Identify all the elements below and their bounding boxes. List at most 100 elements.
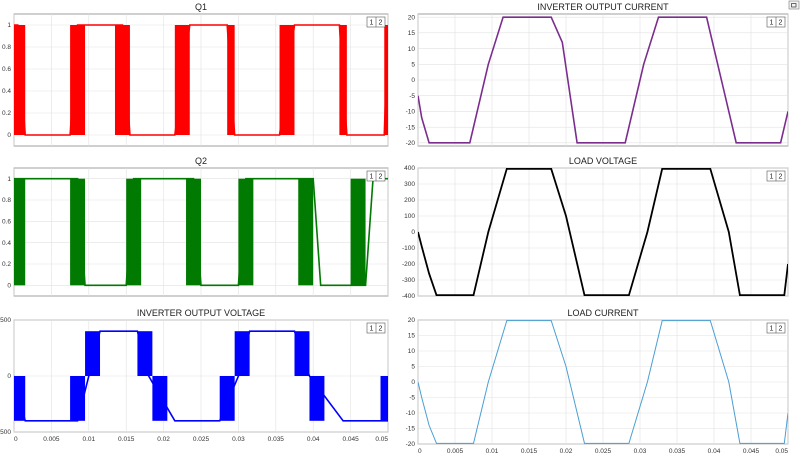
channel-1-label: 1 bbox=[370, 174, 374, 181]
channel-2-label: 2 bbox=[379, 20, 383, 27]
channel-2-label: 2 bbox=[379, 326, 383, 333]
x-tick-label: 0.005 bbox=[447, 448, 464, 455]
y-tick-label: 5 bbox=[411, 364, 415, 371]
iinv-panel: -20 -15 -10 -5 0 5 10 15 20 INVERTER OUTPUT CURRE… bbox=[406, 2, 789, 147]
y-tick-label: 1 bbox=[7, 22, 11, 29]
y-tick-label: 100 bbox=[404, 213, 415, 220]
y-tick-label: 0.8 bbox=[2, 197, 11, 204]
x-tick-label: 0 bbox=[14, 436, 18, 443]
x-tick-label: 0.01 bbox=[486, 448, 499, 455]
iload-trace bbox=[418, 320, 788, 444]
channel-2-label: 2 bbox=[379, 174, 383, 181]
iinv-trace bbox=[418, 16, 788, 144]
y-tick-label: -10 bbox=[406, 410, 416, 417]
x-tick-label: 0.025 bbox=[193, 436, 210, 443]
pwm-band bbox=[186, 178, 201, 286]
y-tick-label: 0.2 bbox=[2, 261, 11, 268]
pwm-band bbox=[380, 376, 388, 421]
y-tick-label: 400 bbox=[404, 165, 415, 172]
x-tick-label: 0.03 bbox=[232, 436, 245, 443]
pwm-band bbox=[234, 331, 250, 376]
channel-1-label: 1 bbox=[370, 20, 374, 27]
pwm-band bbox=[14, 25, 26, 135]
pwm-band bbox=[350, 178, 366, 286]
vinv-title: INVERTER OUTPUT VOLTAGE bbox=[137, 308, 265, 318]
y-tick-label: -5 bbox=[409, 93, 415, 100]
x-tick-label: 0.035 bbox=[268, 436, 285, 443]
vinv-panel: -500050000.0050.010.0150.020.0250.030.03… bbox=[0, 308, 389, 443]
y-tick-label: -15 bbox=[406, 124, 416, 131]
y-tick-label: 1 bbox=[7, 176, 11, 183]
y-tick-label: 300 bbox=[404, 181, 415, 188]
y-tick-label: -10 bbox=[406, 109, 416, 116]
y-tick-label: 200 bbox=[404, 197, 415, 204]
x-tick-label: 0.01 bbox=[82, 436, 95, 443]
y-tick-label: 0.6 bbox=[2, 66, 11, 73]
y-tick-label: -500 bbox=[0, 429, 11, 436]
y-tick-label: -400 bbox=[402, 293, 415, 300]
pwm-band bbox=[137, 331, 153, 376]
pwm-band bbox=[70, 25, 86, 135]
y-tick-label: -200 bbox=[402, 261, 415, 268]
y-tick-label: -100 bbox=[402, 245, 415, 252]
y-tick-label: 5 bbox=[411, 61, 415, 68]
x-tick-label: 0.04 bbox=[708, 448, 721, 455]
pwm-band bbox=[238, 178, 254, 286]
pwm-band bbox=[85, 331, 101, 376]
y-tick-label: -5 bbox=[409, 395, 415, 402]
pwm-band bbox=[70, 178, 86, 286]
x-tick-label: 0.015 bbox=[118, 436, 135, 443]
channel-2-label: 2 bbox=[779, 20, 783, 27]
pwm-band bbox=[279, 25, 295, 135]
pwm-band bbox=[339, 25, 347, 135]
y-tick-label: 0.4 bbox=[2, 88, 11, 95]
y-tick-label: -20 bbox=[406, 441, 416, 448]
pwm-band bbox=[219, 376, 235, 421]
x-tick-label: 0.02 bbox=[560, 448, 573, 455]
channel-1-label: 1 bbox=[770, 326, 774, 333]
y-tick-label: 0.8 bbox=[2, 44, 11, 51]
vload-title: LOAD VOLTAGE bbox=[569, 156, 637, 166]
x-tick-label: 0.045 bbox=[342, 436, 359, 443]
y-tick-label: 0.4 bbox=[2, 240, 11, 247]
pwm-band bbox=[309, 376, 325, 421]
q2-title: Q2 bbox=[195, 156, 207, 166]
x-tick-label: 0.045 bbox=[743, 448, 760, 455]
y-tick-label: 0 bbox=[411, 379, 415, 386]
y-tick-label: 0 bbox=[7, 132, 11, 139]
pwm-band bbox=[298, 178, 314, 286]
vload-trace bbox=[418, 168, 788, 296]
y-tick-label: 20 bbox=[408, 317, 416, 324]
restore-icon[interactable] bbox=[788, 0, 800, 10]
pwm-band bbox=[14, 178, 26, 286]
y-tick-label: 15 bbox=[408, 333, 416, 340]
y-tick-label: -20 bbox=[406, 140, 416, 147]
y-tick-label: 0.2 bbox=[2, 110, 11, 117]
y-tick-label: 0.6 bbox=[2, 219, 11, 226]
y-tick-label: 10 bbox=[408, 348, 416, 355]
pwm-band bbox=[70, 376, 86, 421]
q1-title: Q1 bbox=[195, 2, 207, 12]
y-tick-label: 0 bbox=[411, 229, 415, 236]
y-tick-label: 0 bbox=[411, 77, 415, 84]
pwm-band bbox=[126, 178, 142, 286]
channel-1-label: 1 bbox=[370, 326, 374, 333]
pwm-band bbox=[152, 376, 168, 421]
channel-2-label: 2 bbox=[779, 174, 783, 181]
x-tick-label: 0 bbox=[418, 448, 422, 455]
y-tick-label: 0 bbox=[7, 373, 11, 380]
x-tick-label: 0.04 bbox=[307, 436, 320, 443]
x-tick-label: 0.025 bbox=[595, 448, 612, 455]
pwm-band bbox=[227, 25, 235, 135]
vload-panel: -400 -300 -200 -100 0 100 200 300 400 LOAD VOLTAG… bbox=[402, 156, 789, 300]
pwm-band bbox=[174, 25, 190, 135]
iload-title: LOAD CURRENT bbox=[567, 308, 639, 318]
channel-1-label: 1 bbox=[770, 174, 774, 181]
